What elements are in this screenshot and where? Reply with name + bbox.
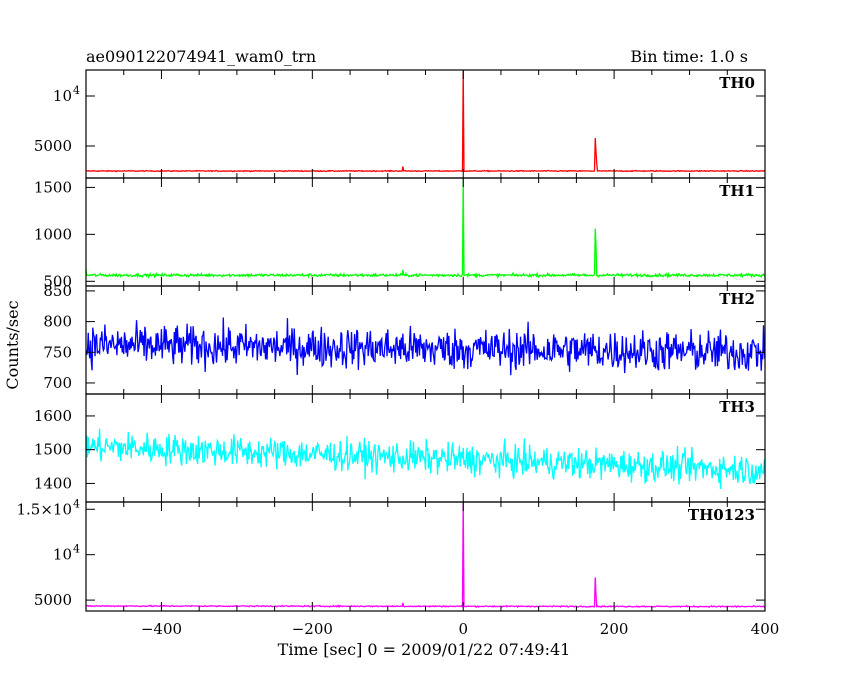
series-line-th0 bbox=[86, 70, 765, 173]
y-tick-label: 1500 bbox=[34, 441, 72, 459]
bin-time-label: Bin time: 1.0 s bbox=[630, 47, 748, 66]
y-tick-label: 850 bbox=[43, 282, 72, 300]
y-tick-label: 1.5×10 bbox=[16, 500, 72, 518]
panel-th3: 1400 1500 1600 TH3 bbox=[34, 393, 766, 503]
y-tick-label: 1000 bbox=[34, 225, 72, 243]
y-tick-label: 5000 bbox=[34, 591, 72, 609]
x-axis-label: Time [sec] 0 = 2009/01/22 07:49:41 bbox=[278, 640, 571, 659]
y-tick-label: 800 bbox=[43, 313, 72, 331]
series-line-th3 bbox=[86, 428, 765, 490]
series-line-th2 bbox=[86, 317, 765, 376]
y-tick-exponent: 4 bbox=[73, 84, 80, 97]
y-tick-label: 10 bbox=[53, 87, 72, 105]
x-tick-label: −200 bbox=[292, 620, 333, 638]
panel-frame bbox=[85, 177, 766, 287]
y-axis-label: Counts/sec bbox=[3, 300, 22, 389]
y-tick-exponent: 4 bbox=[73, 497, 80, 510]
y-tick-exponent: 4 bbox=[73, 543, 80, 556]
x-tick-label: 0 bbox=[458, 620, 468, 638]
panel-label: TH3 bbox=[719, 398, 755, 416]
x-tick-label: −400 bbox=[141, 620, 182, 638]
panel-th0: 5000 10 4 TH0 bbox=[34, 69, 766, 179]
y-tick-label: 10 bbox=[53, 546, 72, 564]
y-tick-label: 1600 bbox=[34, 407, 72, 425]
panel-frame bbox=[85, 501, 766, 612]
panel-label: TH0123 bbox=[688, 506, 755, 524]
panel-label: TH2 bbox=[719, 290, 755, 308]
y-tick-label: 1500 bbox=[34, 178, 72, 196]
y-tick-label: 700 bbox=[43, 374, 72, 392]
panel-label: TH1 bbox=[719, 182, 755, 200]
y-tick-label: 1400 bbox=[34, 474, 72, 492]
chart-title: ae090122074941_wam0_trn bbox=[86, 47, 316, 66]
panel-label: TH0 bbox=[719, 74, 755, 92]
series-line-th1 bbox=[86, 178, 765, 280]
panel-frame bbox=[85, 69, 766, 179]
x-tick-label: 400 bbox=[751, 620, 780, 638]
y-tick-label: 750 bbox=[43, 343, 72, 361]
y-tick-label: 5000 bbox=[34, 137, 72, 155]
panel-th2: 700 750 800 850 TH2 bbox=[43, 282, 766, 395]
y-tick-label: 500 bbox=[43, 272, 72, 290]
x-tick-label: 200 bbox=[600, 620, 629, 638]
panel-th1: 500 1000 1500 TH1 bbox=[34, 177, 766, 290]
series-line-th0123 bbox=[86, 502, 765, 609]
